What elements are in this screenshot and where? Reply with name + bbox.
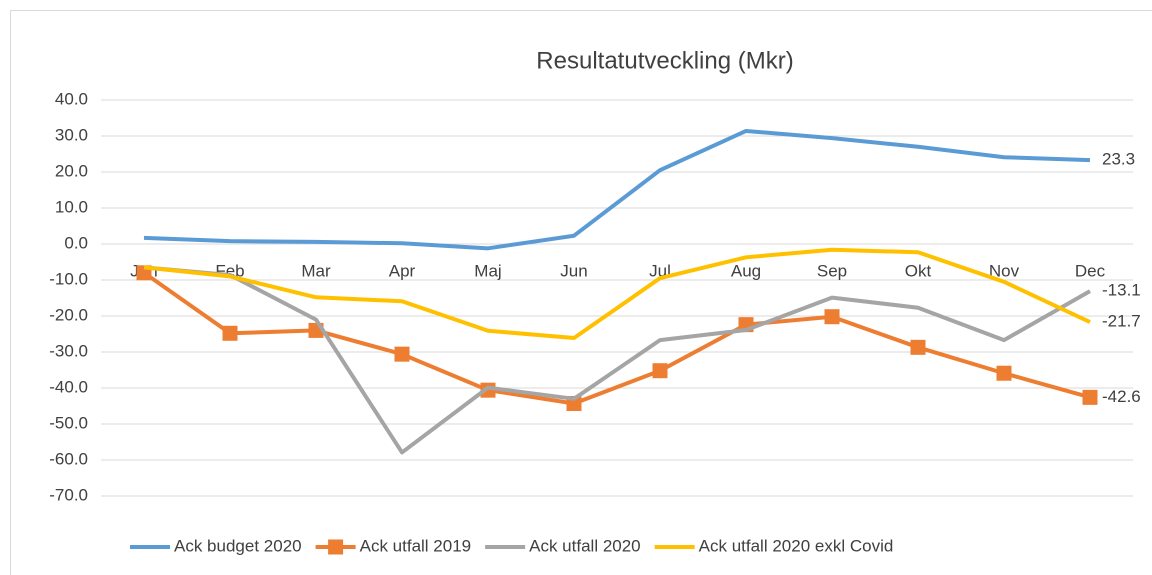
point-marker (996, 365, 1012, 381)
y-tick-label: -40.0 (49, 377, 88, 396)
x-tick-label: Apr (389, 261, 416, 280)
x-tick-label: Dec (1075, 261, 1106, 280)
y-tick-label: 30.0 (55, 125, 88, 144)
data-label: 23.3 (1102, 150, 1135, 169)
point-marker (394, 346, 410, 362)
legend-marker (328, 539, 344, 555)
series-line (143, 128, 1091, 251)
point-marker (1082, 389, 1098, 405)
y-tick-label: -60.0 (49, 449, 88, 468)
chart-border (10, 10, 1152, 575)
y-tick-label: 40.0 (55, 89, 88, 108)
x-tick-label: Sep (817, 261, 847, 280)
y-tick-label: 10.0 (55, 197, 88, 216)
x-tick-label: Nov (989, 261, 1020, 280)
point-marker (652, 363, 668, 379)
series-line (143, 265, 1091, 455)
y-tick-label: -50.0 (49, 413, 88, 432)
y-tick-label: -30.0 (49, 341, 88, 360)
point-marker (222, 325, 238, 341)
series-line (143, 247, 1091, 340)
data-label: -21.7 (1102, 312, 1141, 331)
y-tick-label: -70.0 (49, 485, 88, 504)
point-marker (824, 309, 840, 325)
data-label: -13.1 (1102, 281, 1141, 300)
x-tick-label: Maj (474, 261, 501, 280)
x-tick-label: Okt (905, 261, 932, 280)
x-tick-label: Mar (301, 261, 331, 280)
legend-label: Ack utfall 2020 (529, 536, 641, 555)
y-tick-label: -20.0 (49, 305, 88, 324)
x-tick-label: Jun (560, 261, 587, 280)
series-line (142, 271, 1091, 406)
legend-label: Ack utfall 2019 (360, 536, 472, 555)
y-tick-label: -10.0 (49, 269, 88, 288)
legend-label: Ack budget 2020 (174, 536, 302, 555)
data-label: -42.6 (1102, 387, 1141, 406)
y-tick-label: 0.0 (64, 233, 88, 252)
x-tick-label: Aug (731, 261, 761, 280)
chart-title: Resultatutveckling (Mkr) (536, 47, 793, 74)
y-tick-label: 20.0 (55, 161, 88, 180)
legend-label: Ack utfall 2020 exkl Covid (699, 536, 894, 555)
point-marker (910, 339, 926, 355)
